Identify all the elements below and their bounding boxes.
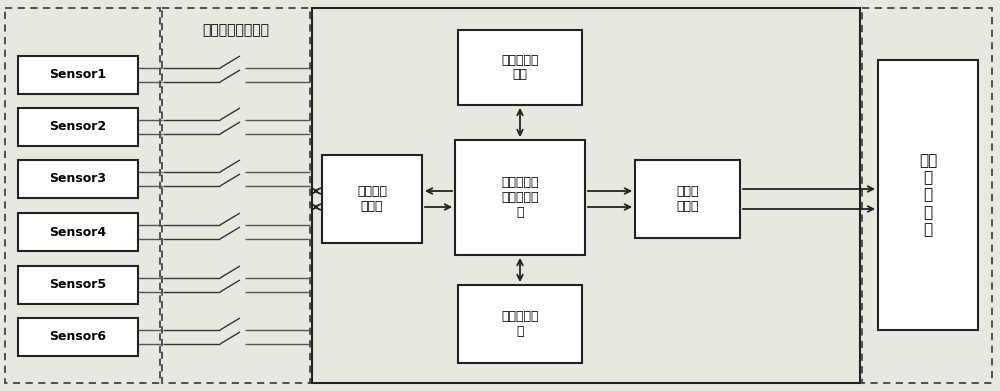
Text: 压频转
换电路: 压频转 换电路 [676, 185, 699, 213]
Text: 多路程控开关模块: 多路程控开关模块 [202, 23, 270, 37]
Bar [635, 160, 740, 238]
Text: Sensor5: Sensor5 [49, 278, 107, 292]
Bar [455, 140, 585, 255]
Bar [458, 285, 582, 363]
Bar [878, 60, 978, 330]
Bar [458, 30, 582, 105]
Bar [18, 108, 138, 146]
Text: 交直流转换
电路: 交直流转换 电路 [501, 54, 539, 81]
Bar [18, 56, 138, 94]
Text: Sensor4: Sensor4 [49, 226, 107, 239]
Bar [862, 8, 992, 383]
Bar [18, 160, 138, 198]
Text: Sensor2: Sensor2 [49, 120, 107, 133]
Text: 全水阻抗传
感器驱动电
路: 全水阻抗传 感器驱动电 路 [501, 176, 539, 219]
Text: Sensor3: Sensor3 [50, 172, 106, 185]
Text: 差分放大电
路: 差分放大电 路 [501, 310, 539, 338]
Bar [18, 318, 138, 356]
Bar [312, 8, 860, 383]
Text: Sensor6: Sensor6 [50, 330, 106, 344]
Text: 信号
采
集
系
统: 信号 采 集 系 统 [919, 153, 937, 237]
Bar [162, 8, 310, 383]
Bar [322, 155, 422, 243]
Bar [18, 213, 138, 251]
Text: Sensor1: Sensor1 [49, 68, 107, 81]
Bar [5, 8, 160, 383]
Bar [18, 266, 138, 304]
Text: 压控交流
恒流源: 压控交流 恒流源 [357, 185, 387, 213]
